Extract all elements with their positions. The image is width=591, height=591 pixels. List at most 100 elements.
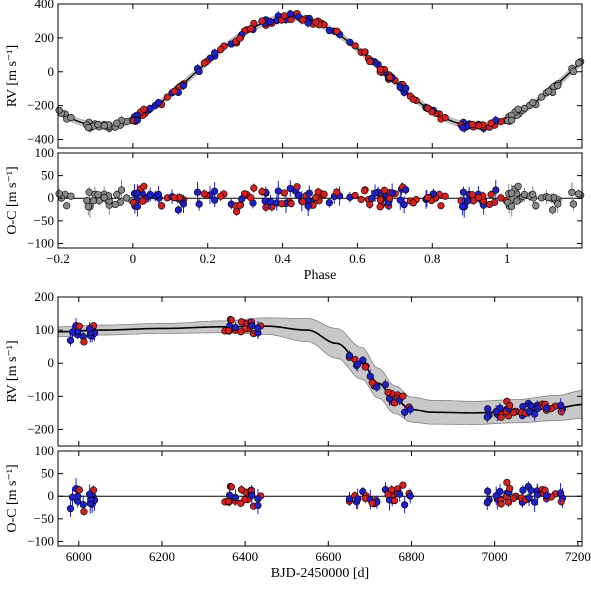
rv-point: [346, 38, 354, 46]
x-tick-label: 6600: [315, 549, 341, 564]
time-residual-frame: [57, 450, 583, 547]
rv-point: [360, 48, 369, 56]
residual-point: [250, 184, 258, 192]
residual-point: [154, 190, 163, 199]
residual-point: [441, 192, 449, 200]
residual-point: [545, 194, 553, 202]
residual-point: [424, 193, 432, 202]
trend-rv-point: [543, 404, 551, 412]
trend-residual-point: [227, 483, 235, 491]
trend-residual-point: [384, 490, 392, 499]
residual-point: [497, 194, 505, 202]
residual-point: [236, 201, 244, 209]
time-rv-panel: −200 −100 0 100 200 RV [m s⁻¹]: [5, 289, 583, 447]
residual-point: [458, 203, 467, 211]
trend-rv-point: [361, 363, 369, 371]
trend-rv-point: [359, 356, 367, 364]
trend-residual-point: [401, 501, 409, 509]
rv-point: [545, 87, 553, 95]
rv-point: [94, 120, 102, 129]
trend-residual-point: [497, 500, 505, 508]
residual-point: [89, 197, 98, 205]
trend-rv-point: [254, 324, 262, 332]
residual-point: [376, 196, 384, 204]
x-tick-label: 7200: [565, 549, 591, 564]
rv-point: [351, 42, 359, 50]
phase-rv-ticks: −400 −200 0 200 400: [27, 0, 582, 148]
trend-rv-point: [492, 407, 500, 416]
trend-rv-point: [384, 388, 392, 397]
trend-rv-point: [399, 392, 407, 400]
trend-residual-point: [224, 497, 233, 506]
rv-point: [475, 122, 483, 130]
y-tick-label: −50: [34, 511, 54, 526]
time-residual-panel: 6000 6200 6400 6600 6800 7000 7200 −100 −50 0 50 10…: [5, 443, 591, 581]
residual-point: [299, 198, 307, 206]
y-tick-label: 200: [35, 30, 55, 45]
phase-residual-panel: −0.2 0 0.2 0.4 0.6 0.8 1 −100 −50 0 50 100 O-C [m s…: [5, 145, 585, 283]
residual-point: [357, 195, 365, 204]
trend-residual-point: [368, 499, 376, 507]
residual-point: [111, 200, 119, 209]
residual-point: [305, 189, 313, 197]
rv-point: [424, 104, 432, 112]
y-tick-label: −400: [27, 132, 54, 147]
rv-point: [236, 34, 244, 42]
trend-residual-point: [492, 492, 500, 500]
rv-point: [179, 82, 188, 90]
rv-point: [195, 67, 203, 76]
rv-point: [333, 27, 341, 35]
residual-point: [514, 182, 522, 190]
trend-residual-point: [483, 498, 491, 507]
trend-residual-point: [237, 499, 245, 507]
residual-point: [280, 189, 288, 197]
x-tick-label: 0.4: [274, 251, 291, 266]
x-tick-label: −0.2: [46, 251, 70, 266]
residual-point: [487, 191, 495, 199]
trend-residual-point: [503, 478, 511, 487]
x-tick-label: 6400: [232, 549, 258, 564]
residual-point: [475, 193, 483, 202]
trend-rv-point: [68, 328, 77, 336]
trend-rv-point: [80, 338, 88, 346]
x-tick-label: 6000: [66, 549, 92, 564]
rv-point: [55, 106, 63, 114]
residual-point: [157, 202, 166, 210]
residual-point: [133, 189, 141, 197]
residual-point: [532, 202, 540, 210]
rv-point: [266, 18, 275, 26]
y-tick-label: 0: [48, 190, 55, 205]
y-tick-label: 50: [41, 168, 54, 183]
residual-point: [278, 200, 286, 208]
phase-rv-data: [55, 9, 585, 133]
time-rv-data: [57, 315, 583, 425]
trend-rv-point: [373, 383, 381, 391]
trend-rv-point: [366, 372, 374, 380]
time-xlabel: BJD-2450000 [d]: [271, 566, 369, 581]
phase-residual-frame: [57, 152, 583, 249]
residual-point: [360, 187, 369, 195]
trend-residual-point: [533, 491, 542, 499]
y-tick-label: 200: [35, 289, 55, 304]
residual-point: [195, 200, 203, 208]
rv-point: [376, 65, 384, 74]
x-tick-label: 7000: [482, 549, 508, 564]
trend-residual-point: [525, 494, 533, 502]
phase-rv-panel: −400 −200 0 200 400 RV [m s⁻¹]: [5, 0, 585, 149]
y-tick-label: −50: [34, 213, 54, 228]
model-curve: [57, 16, 583, 127]
rv-point: [312, 18, 320, 26]
residual-point: [139, 197, 147, 205]
time-rv-ticks: −200 −100 0 100 200: [27, 289, 582, 446]
residual-point: [508, 189, 516, 197]
residual-point: [400, 201, 408, 209]
residual-point: [262, 203, 270, 211]
y-tick-label: 100: [35, 145, 55, 160]
residual-point: [468, 191, 476, 199]
rv-point: [113, 119, 121, 127]
residual-point: [174, 206, 182, 214]
y-tick-label: 0: [48, 488, 55, 503]
y-tick-label: 0: [48, 64, 55, 79]
residual-point: [351, 191, 359, 200]
trend-rv-point: [237, 328, 245, 336]
